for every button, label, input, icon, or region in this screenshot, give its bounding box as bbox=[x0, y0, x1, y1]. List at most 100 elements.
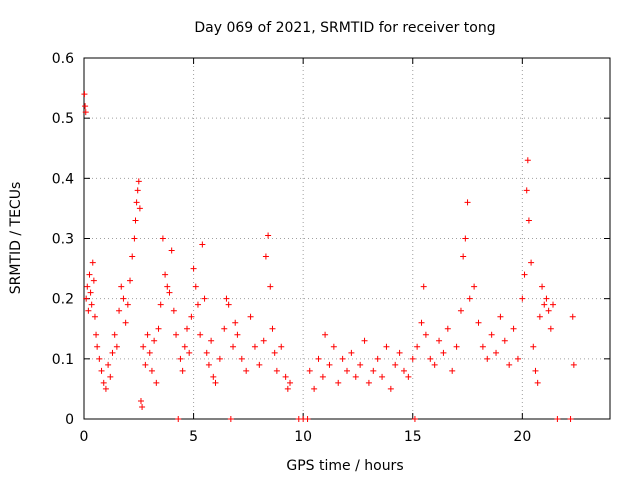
data-point bbox=[365, 379, 372, 386]
data-point bbox=[203, 349, 210, 356]
data-point bbox=[440, 349, 447, 356]
data-point bbox=[311, 385, 318, 392]
data-point bbox=[166, 289, 173, 296]
data-point bbox=[155, 325, 162, 332]
data-point bbox=[374, 355, 381, 362]
data-point bbox=[464, 199, 471, 206]
data-point bbox=[93, 331, 100, 338]
data-point bbox=[449, 367, 456, 374]
data-point bbox=[422, 331, 429, 338]
data-point bbox=[569, 313, 576, 320]
data-point bbox=[190, 265, 197, 272]
data-point bbox=[230, 343, 237, 350]
data-point bbox=[157, 301, 164, 308]
data-point bbox=[409, 355, 416, 362]
data-point bbox=[177, 355, 184, 362]
data-point bbox=[282, 373, 289, 380]
data-point bbox=[136, 205, 143, 212]
data-point bbox=[339, 355, 346, 362]
y-tick-label: 0 bbox=[65, 412, 74, 428]
data-point bbox=[134, 187, 141, 194]
data-point bbox=[306, 367, 313, 374]
data-point bbox=[88, 301, 95, 308]
data-point bbox=[109, 349, 116, 356]
data-point bbox=[162, 271, 169, 278]
data-point bbox=[87, 289, 94, 296]
data-point bbox=[265, 232, 272, 239]
data-point bbox=[352, 373, 359, 380]
data-point bbox=[497, 313, 504, 320]
data-point bbox=[201, 295, 208, 302]
data-point bbox=[225, 301, 232, 308]
x-tick-label: 5 bbox=[189, 429, 198, 445]
data-point bbox=[188, 313, 195, 320]
data-point bbox=[227, 416, 234, 422]
chart-title: Day 069 of 2021, SRMTID for receiver ton… bbox=[194, 20, 495, 36]
data-point bbox=[370, 367, 377, 374]
data-point bbox=[484, 355, 491, 362]
data-point bbox=[427, 355, 434, 362]
data-point bbox=[199, 241, 206, 248]
data-point bbox=[139, 403, 146, 410]
data-point bbox=[479, 343, 486, 350]
data-point bbox=[541, 301, 548, 308]
data-point bbox=[501, 337, 508, 344]
data-point bbox=[82, 103, 89, 110]
data-point bbox=[205, 361, 212, 368]
data-point bbox=[173, 331, 180, 338]
data-point bbox=[168, 247, 175, 254]
data-point bbox=[488, 331, 495, 338]
axis-ticks bbox=[83, 57, 610, 420]
x-tick-label: 0 bbox=[80, 429, 89, 445]
data-point bbox=[223, 295, 230, 302]
data-point bbox=[567, 416, 574, 422]
data-point bbox=[524, 157, 531, 164]
data-point bbox=[118, 283, 125, 290]
data-point bbox=[181, 343, 188, 350]
data-point bbox=[400, 367, 407, 374]
data-point bbox=[530, 343, 537, 350]
data-point bbox=[164, 283, 171, 290]
data-point bbox=[81, 91, 88, 98]
data-point bbox=[208, 337, 215, 344]
data-point bbox=[102, 385, 109, 392]
data-point bbox=[396, 349, 403, 356]
data-point bbox=[471, 283, 478, 290]
data-point bbox=[411, 416, 418, 422]
data-point bbox=[186, 349, 193, 356]
data-point bbox=[462, 235, 469, 242]
data-point bbox=[247, 313, 254, 320]
data-point bbox=[153, 379, 160, 386]
data-point bbox=[545, 307, 552, 314]
data-point bbox=[319, 373, 326, 380]
data-point bbox=[127, 277, 134, 284]
y-tick-labels: 0 0.1 0.2 0.3 0.4 0.5 0.6 bbox=[52, 51, 74, 428]
data-point bbox=[414, 343, 421, 350]
data-point bbox=[85, 307, 92, 314]
data-point bbox=[132, 217, 139, 224]
data-point bbox=[361, 337, 368, 344]
y-tick-label: 0.5 bbox=[52, 111, 74, 127]
data-point bbox=[146, 349, 153, 356]
data-point bbox=[142, 361, 149, 368]
data-point bbox=[453, 343, 460, 350]
data-point bbox=[271, 349, 278, 356]
data-point bbox=[197, 331, 204, 338]
data-point bbox=[510, 325, 517, 332]
data-point bbox=[105, 361, 112, 368]
data-point bbox=[210, 373, 217, 380]
data-point bbox=[444, 325, 451, 332]
data-point bbox=[89, 259, 96, 266]
x-axis-label: GPS time / hours bbox=[286, 458, 403, 474]
data-point bbox=[335, 379, 342, 386]
data-point bbox=[86, 271, 93, 278]
data-point bbox=[528, 259, 535, 266]
data-point bbox=[135, 178, 142, 185]
data-point bbox=[260, 337, 267, 344]
grid-lines bbox=[84, 58, 610, 419]
data-point bbox=[113, 343, 120, 350]
data-point bbox=[383, 343, 390, 350]
y-axis-label: SRMTID / TECUs bbox=[8, 182, 24, 295]
data-point bbox=[170, 307, 177, 314]
